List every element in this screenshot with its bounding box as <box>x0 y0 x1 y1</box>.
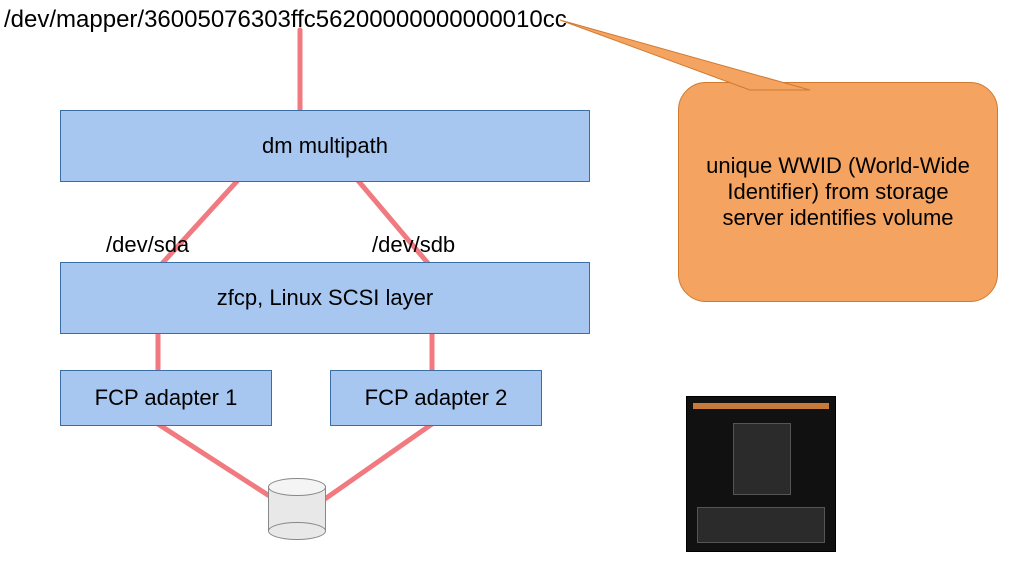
fcp-adapter-1-label: FCP adapter 1 <box>95 385 238 411</box>
wwid-callout: unique WWID (World-Wide Identifier) from… <box>678 82 998 302</box>
wwid-callout-text: unique WWID (World-Wide Identifier) from… <box>697 153 979 231</box>
dev-sda-label: /dev/sda <box>106 232 189 258</box>
fcp-adapter-2-label: FCP adapter 2 <box>365 385 508 411</box>
fcp-adapter-1-box: FCP adapter 1 <box>60 370 272 426</box>
fcp-adapter-2-box: FCP adapter 2 <box>330 370 542 426</box>
disk-icon <box>268 478 326 538</box>
scsi-layer-box: zfcp, Linux SCSI layer <box>60 262 590 334</box>
dev-sdb-label: /dev/sdb <box>372 232 455 258</box>
scsi-layer-label: zfcp, Linux SCSI layer <box>217 285 433 311</box>
dm-multipath-label: dm multipath <box>262 133 388 159</box>
device-path-label: /dev/mapper/36005076303ffc56200000000000… <box>4 6 567 34</box>
dm-multipath-box: dm multipath <box>60 110 590 182</box>
storage-server-icon <box>686 396 836 552</box>
